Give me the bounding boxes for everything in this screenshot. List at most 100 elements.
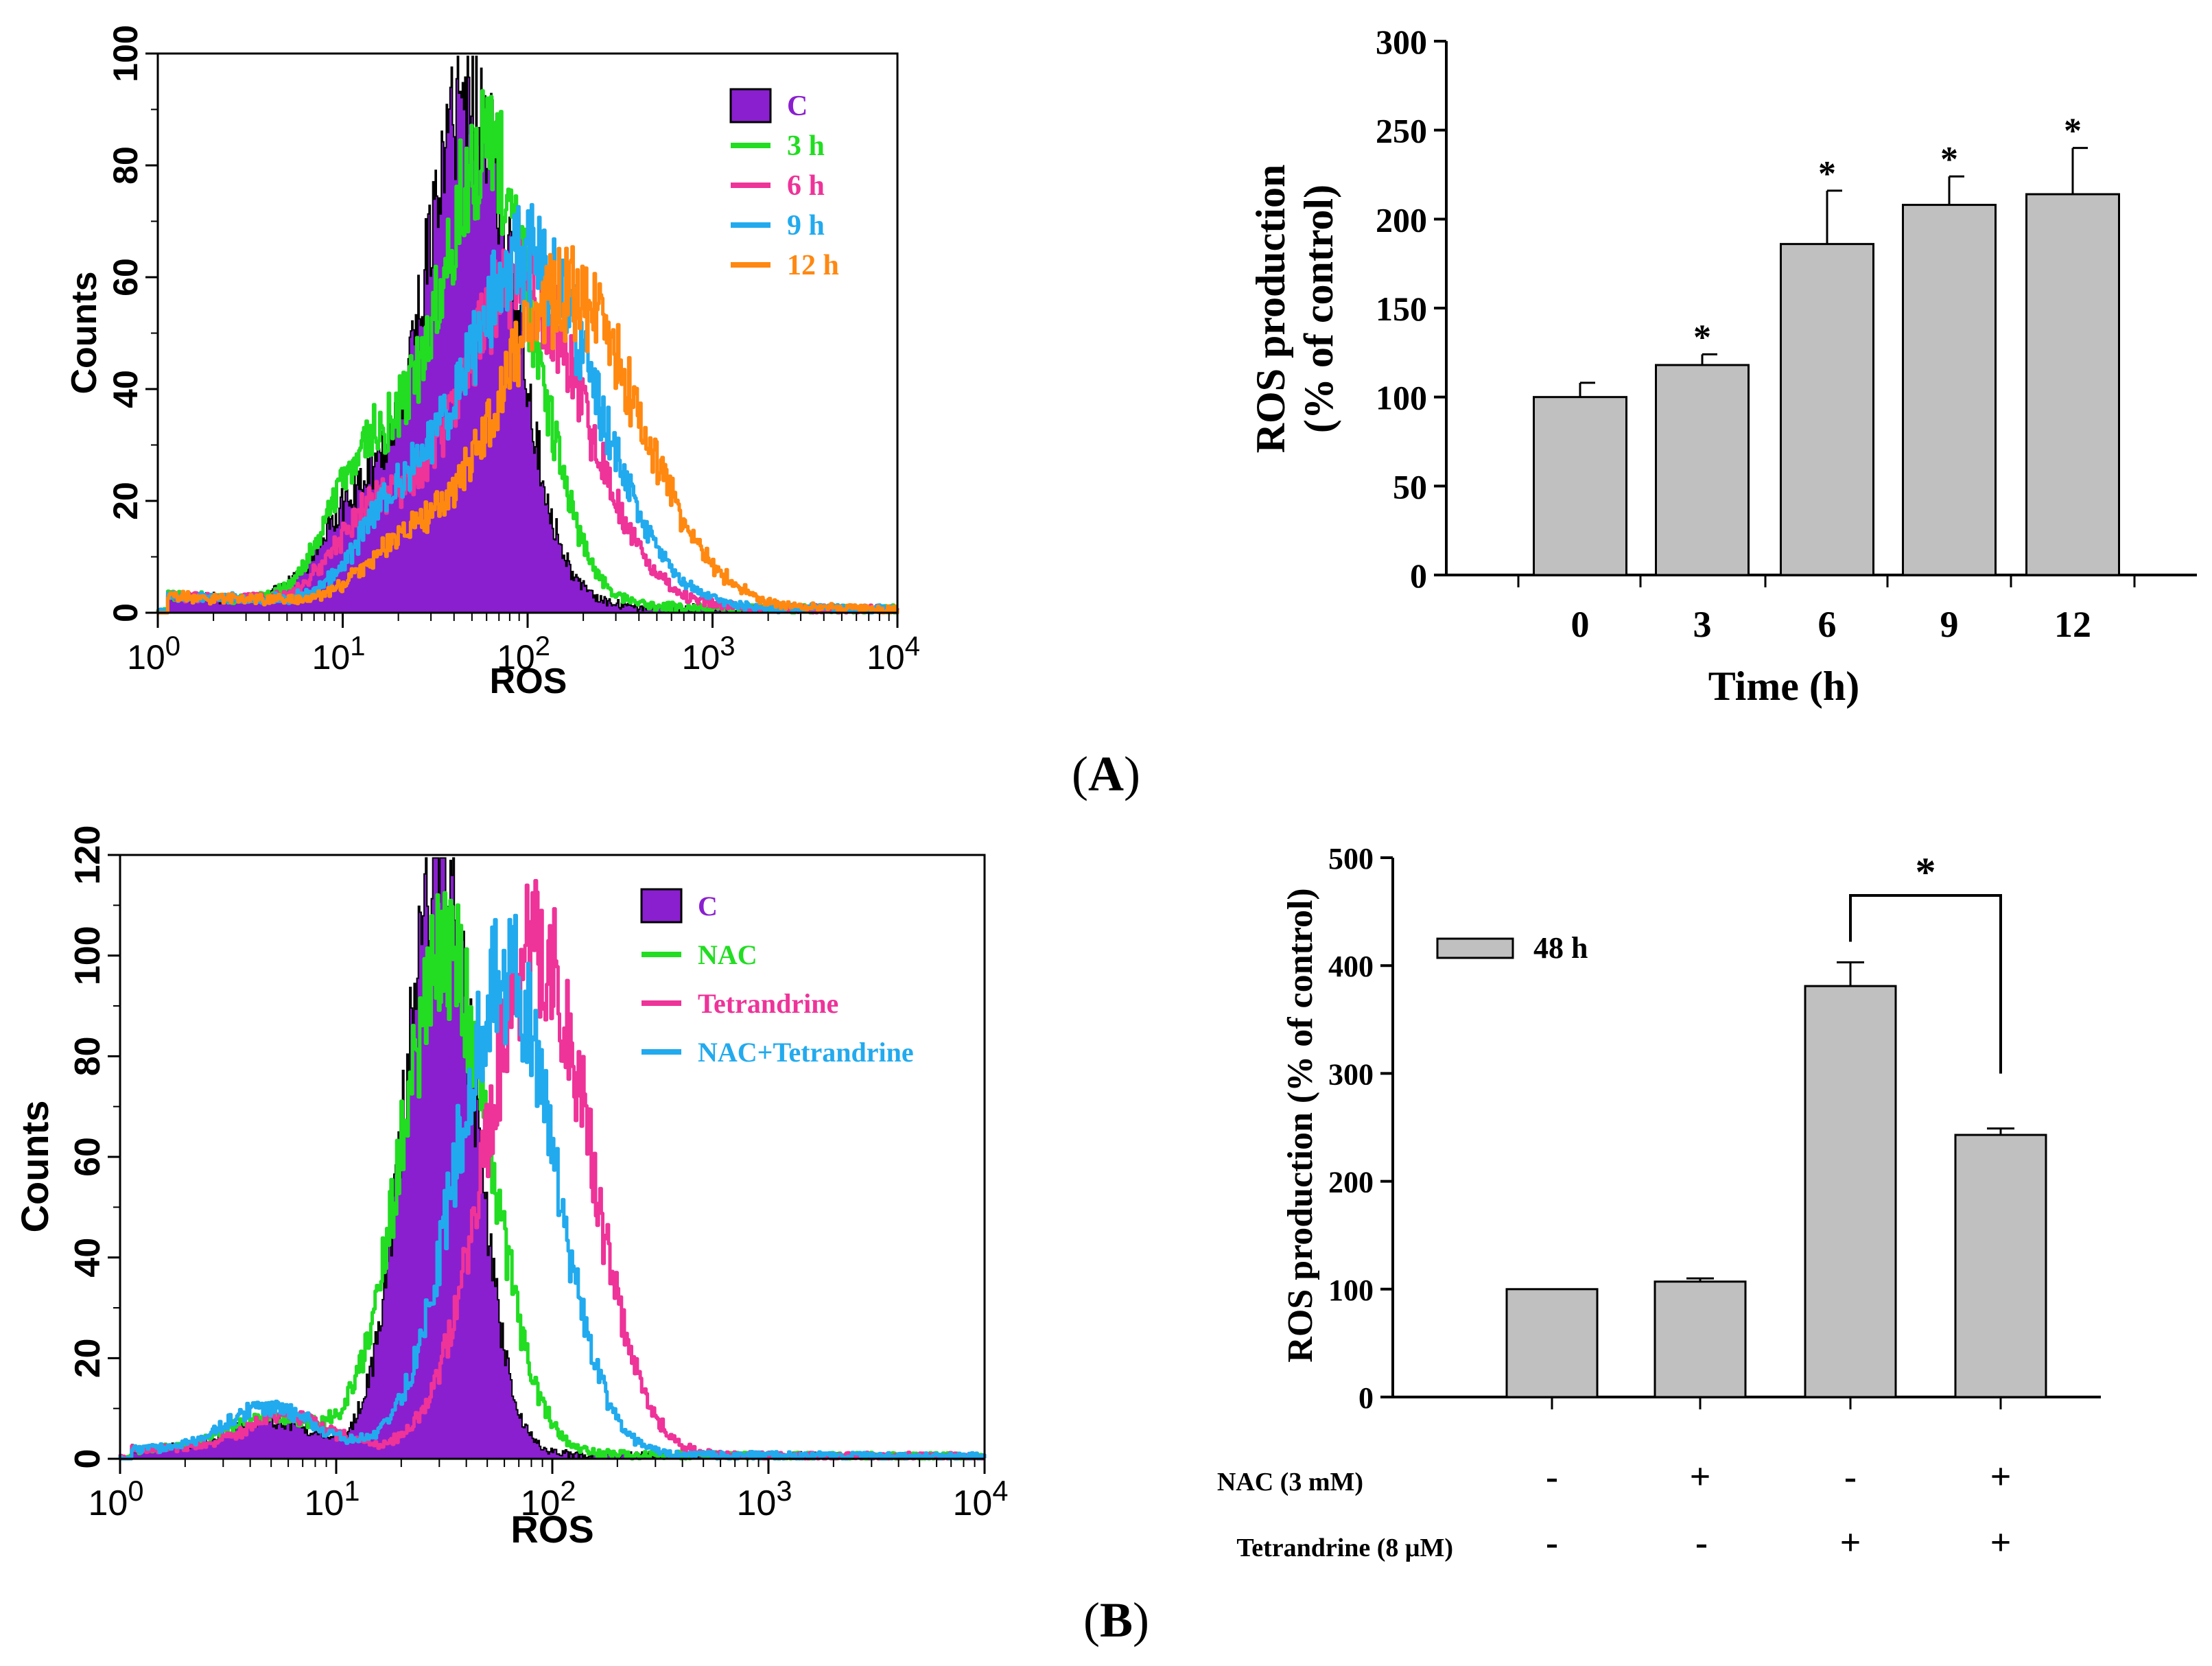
histogram-y-tick-label: 60 (68, 1137, 108, 1177)
tick-base: 10 (521, 1483, 561, 1523)
tick-exponent: 1 (344, 1475, 360, 1507)
bar-a-bar (1655, 364, 1750, 576)
panel-a-letter: A (1088, 747, 1124, 801)
bar-a-bar (2025, 193, 2120, 576)
bar-b-ylabel: ROS production (% of control) (1281, 888, 1320, 1362)
bar-b-condition-label: NAC (3 mM) (1217, 1468, 1363, 1497)
bar-a-axis-ticks: 0 50 100 150 200 250 300 0 3 6 9 12 (1376, 23, 2136, 645)
bar-b-significance-bracket (1849, 894, 2002, 1074)
legend-label: C (698, 891, 718, 922)
bar-b-legend-swatch (1436, 937, 1514, 959)
histogram-a-legend: C 3 h 6 h 9 h 12 h (729, 88, 839, 281)
bar-b-legend-label: 48 h (1533, 931, 1588, 965)
bar-a-bar (1902, 204, 1997, 576)
tick-exponent: 1 (350, 631, 365, 661)
tick-base: 10 (312, 638, 351, 677)
bar-a-significance-mark: * (1818, 154, 1836, 193)
bar-a-ylabel-line1: ROS production (1248, 165, 1293, 454)
tick-base: 10 (127, 638, 165, 677)
histogram-x-tick-label: 101 (305, 1475, 360, 1523)
bar-b-conditions-table: NAC (3 mM) - + - + Tetrandrine (8 μM) - - + + (1217, 1456, 2012, 1563)
histogram-y-tick-label: 100 (106, 25, 145, 82)
histogram-a-curves (156, 56, 899, 615)
histogram-series-12-h (157, 245, 899, 615)
bar-b-axis-ticks: 0 100 200 300 400 500 (1328, 842, 2002, 1415)
bar-b-y-tick-label: 0 (1358, 1381, 1374, 1415)
bar-a-significance-mark: * (2064, 112, 2082, 151)
bar-b-bar (1654, 1280, 1747, 1398)
tick-base: 10 (737, 1483, 777, 1523)
tick-base: 10 (89, 1483, 128, 1523)
bar-b-condition-sign: + (1990, 1456, 2012, 1497)
legend-label: Tetrandrine (698, 988, 838, 1019)
bar-b-significance-mark: * (1916, 849, 1936, 895)
svg-text:(A): (A) (1072, 747, 1140, 801)
bar-chart-a: 0 50 100 150 200 250 300 0 3 6 9 12 * * * * Time (h) R… (1248, 23, 2197, 709)
legend-label: 9 h (787, 210, 825, 242)
bar-a-bar (1533, 396, 1627, 576)
histogram-a-ylabel: Counts (64, 271, 104, 394)
histogram-series-nac-tetrandrine (118, 913, 987, 1461)
bar-b-legend: 48 h (1436, 931, 1588, 965)
bar-a-y-tick-label: 150 (1376, 290, 1427, 328)
bar-b-bar (1505, 1288, 1599, 1398)
bar-b-y-tick-label: 300 (1328, 1057, 1374, 1091)
histogram-x-tick-label: 104 (867, 631, 920, 677)
tick-exponent: 2 (535, 631, 550, 661)
legend-label: 12 h (787, 250, 839, 281)
histogram-y-tick-label: 80 (68, 1036, 108, 1076)
bar-b-bar (1954, 1134, 2047, 1398)
panel-b-label: (B) (1083, 1593, 1149, 1647)
histogram-y-tick-label: 20 (68, 1338, 108, 1378)
bar-a-y-tick-label: 200 (1376, 200, 1427, 239)
bar-b-condition-sign: - (1546, 1456, 1558, 1497)
bar-a-x-tick-label: 9 (1940, 604, 1959, 645)
bar-chart-b: 0 100 200 300 400 500 * 48 h ROS production (… (1217, 842, 2101, 1563)
bar-a-y-tick-label: 300 (1376, 23, 1427, 61)
histogram-x-tick-label: 100 (127, 631, 180, 677)
tick-base: 10 (867, 638, 905, 677)
bar-b-y-tick-label: 500 (1328, 842, 1374, 876)
histogram-y-tick-label: 40 (68, 1238, 108, 1278)
legend-label: NAC (698, 939, 757, 970)
bar-b-bars: * (1505, 849, 2047, 1398)
histogram-y-tick-label: 60 (106, 258, 145, 296)
bar-b-condition-sign: - (1546, 1522, 1558, 1563)
bar-b-condition-sign: + (1990, 1522, 2012, 1563)
histogram-y-tick-label: 100 (68, 926, 108, 985)
bar-b-y-tick-label: 400 (1328, 950, 1374, 983)
panel-b-letter: B (1100, 1593, 1133, 1647)
tick-base: 10 (305, 1483, 344, 1523)
bar-a-y-tick-label: 100 (1376, 379, 1427, 417)
legend-label: C (787, 91, 808, 122)
legend-label: 3 h (787, 130, 825, 162)
panel-a-label: (A) (1072, 747, 1140, 801)
tick-base: 10 (497, 638, 535, 677)
bar-a-bars: * * * * (1533, 112, 2120, 576)
legend-label: NAC+Tetrandrine (698, 1037, 914, 1068)
bar-a-x-tick-label: 12 (2054, 604, 2091, 645)
bar-b-condition-sign: + (1690, 1456, 1711, 1497)
tick-exponent: 0 (128, 1475, 143, 1507)
histogram-x-tick-label: 102 (497, 631, 550, 677)
histogram-x-tick-label: 104 (953, 1475, 1009, 1523)
histogram-y-tick-label: 20 (106, 482, 145, 520)
tick-exponent: 4 (905, 631, 920, 661)
histogram-y-tick-label: 0 (68, 1449, 108, 1469)
svg-text:(B): (B) (1083, 1593, 1149, 1647)
bar-a-y-tick-label: 50 (1393, 467, 1427, 506)
bar-b-y-tick-label: 200 (1328, 1166, 1374, 1199)
tick-exponent: 3 (776, 1475, 792, 1507)
tick-exponent: 2 (560, 1475, 576, 1507)
histogram-y-tick-label: 80 (106, 146, 145, 185)
bar-a-significance-mark: * (1693, 318, 1711, 357)
bar-a-significance-mark: * (1940, 140, 1958, 179)
bar-a-y-tick-label: 250 (1376, 112, 1427, 150)
histogram-y-tick-label: 40 (106, 370, 145, 408)
bar-b-condition-sign: - (1695, 1522, 1708, 1563)
bar-a-xlabel: Time (h) (1708, 664, 1860, 709)
